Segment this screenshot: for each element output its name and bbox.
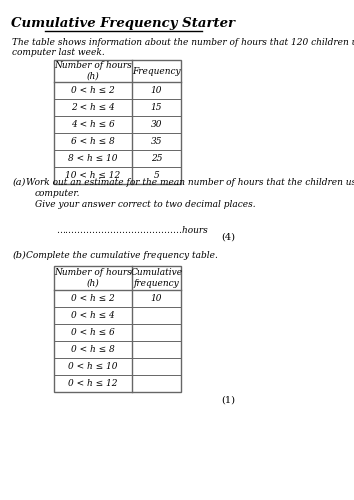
Text: (4): (4) — [221, 233, 235, 242]
Text: 0 < h ≤ 12: 0 < h ≤ 12 — [68, 379, 118, 388]
Text: 15: 15 — [151, 103, 162, 112]
Text: 0 < h ≤ 4: 0 < h ≤ 4 — [71, 311, 115, 320]
Text: 0 < h ≤ 2: 0 < h ≤ 2 — [71, 294, 115, 303]
Text: 10 < h ≤ 12: 10 < h ≤ 12 — [65, 171, 120, 180]
Text: 0 < h ≤ 2: 0 < h ≤ 2 — [71, 86, 115, 95]
Text: 4 < h ≤ 6: 4 < h ≤ 6 — [71, 120, 115, 129]
Text: 30: 30 — [151, 120, 162, 129]
Text: Number of hours
(h): Number of hours (h) — [54, 62, 132, 80]
Text: 25: 25 — [151, 154, 162, 163]
Text: Number of hours
(h): Number of hours (h) — [54, 268, 132, 287]
Text: 10: 10 — [151, 86, 162, 95]
Text: (a): (a) — [12, 178, 26, 187]
Text: Give your answer correct to two decimal places.: Give your answer correct to two decimal … — [35, 200, 255, 209]
Bar — [54, 60, 181, 184]
Text: 8 < h ≤ 10: 8 < h ≤ 10 — [68, 154, 118, 163]
Text: 5: 5 — [154, 171, 159, 180]
Text: Work out an estimate for the mean number of hours that the children used a: Work out an estimate for the mean number… — [26, 178, 354, 187]
Text: (b): (b) — [12, 251, 26, 260]
Text: 2 < h ≤ 4: 2 < h ≤ 4 — [71, 103, 115, 112]
Text: 0 < h ≤ 6: 0 < h ≤ 6 — [71, 328, 115, 337]
Text: (1): (1) — [221, 396, 235, 405]
Text: Frequency: Frequency — [132, 66, 181, 76]
Text: 35: 35 — [151, 137, 162, 146]
Text: Complete the cumulative frequency table.: Complete the cumulative frequency table. — [26, 251, 218, 260]
Text: Cumulative
frequency: Cumulative frequency — [130, 268, 183, 287]
Text: 10: 10 — [151, 294, 162, 303]
Text: computer.: computer. — [35, 189, 80, 198]
Text: The table shows information about the number of hours that 120 children used a
c: The table shows information about the nu… — [12, 38, 354, 58]
Text: Cumulative Frequency Starter: Cumulative Frequency Starter — [11, 17, 234, 30]
Text: 0 < h ≤ 8: 0 < h ≤ 8 — [71, 345, 115, 354]
Text: 6 < h ≤ 8: 6 < h ≤ 8 — [71, 137, 115, 146]
Text: ……………………………………hours: ……………………………………hours — [56, 226, 208, 235]
Bar — [54, 266, 181, 392]
Text: 0 < h ≤ 10: 0 < h ≤ 10 — [68, 362, 118, 371]
